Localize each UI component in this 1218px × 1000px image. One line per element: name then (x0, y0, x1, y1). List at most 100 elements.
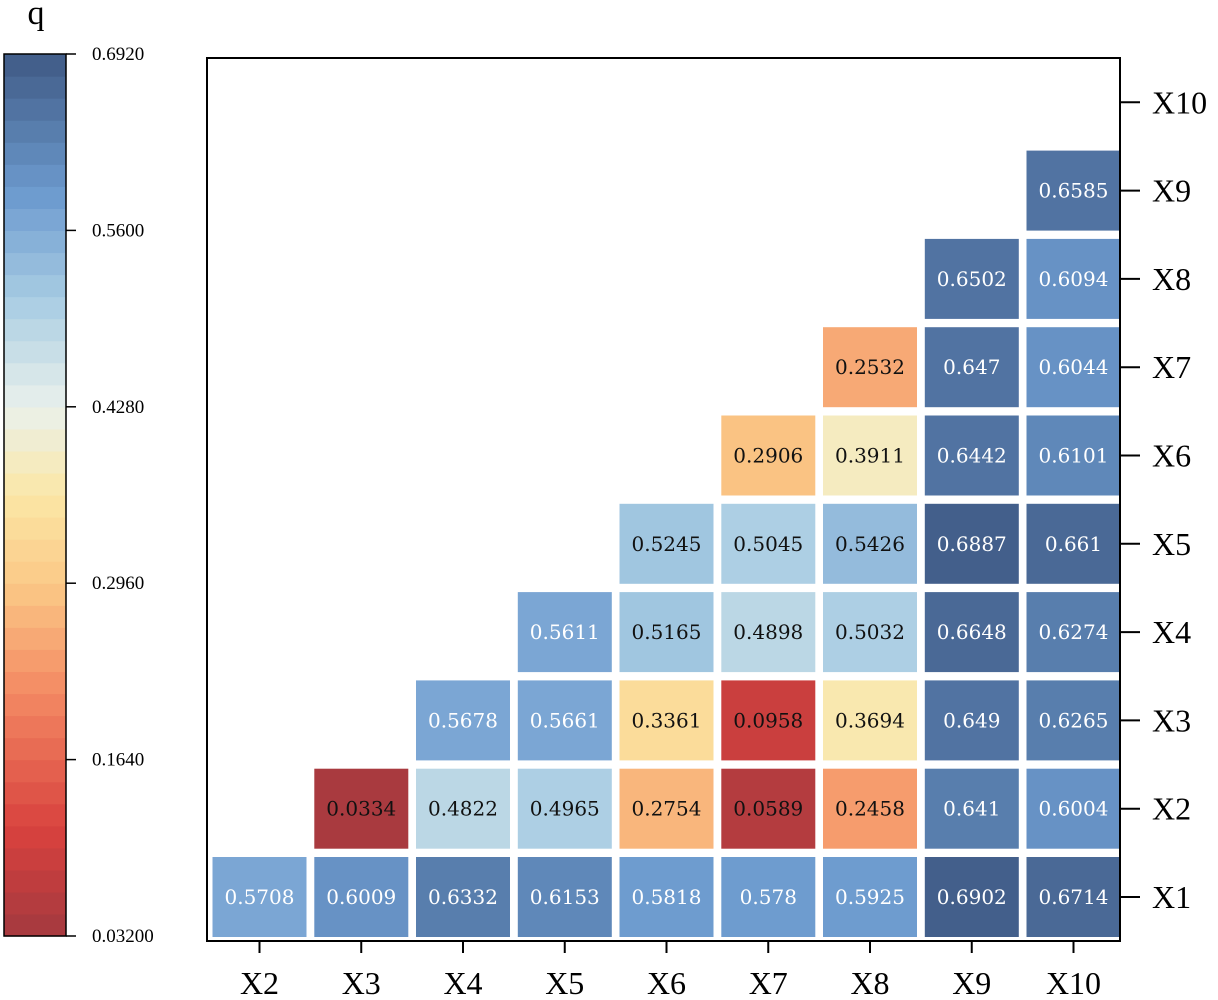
colorbar-segment (4, 472, 66, 496)
heatmap-cell (517, 768, 612, 849)
heatmap-cell (619, 592, 714, 673)
heatmap-cell (721, 592, 816, 673)
cell-value-label: 0.6044 (1039, 355, 1109, 379)
heatmap-cell (823, 592, 917, 673)
heatmap-cell (517, 592, 612, 673)
colorbar-segment (4, 296, 66, 320)
heatmap-cell (1026, 415, 1121, 496)
heatmap-cell (721, 680, 816, 761)
heatmap-cell (924, 238, 1019, 319)
colorbar-segment (4, 164, 66, 187)
heatmap-cell (416, 768, 510, 849)
heatmap-cell (1026, 503, 1121, 584)
heatmap-cell (721, 857, 816, 937)
cell-value-label: 0.5818 (632, 885, 702, 909)
heatmap-cell (314, 857, 409, 937)
colorbar-segment (4, 362, 66, 386)
heatmap-cell (823, 327, 917, 408)
y-tick-label: X8 (1152, 261, 1191, 297)
colorbar-segment (4, 340, 66, 364)
y-axis: X1 X2 X3 X4 X5 X6 X7 X8 X9 X10 (1120, 84, 1207, 915)
heatmap-cell (924, 768, 1019, 849)
colorbar-segment (4, 54, 66, 77)
heatmap-cell (416, 680, 510, 761)
colorbar-segment (4, 891, 66, 915)
cell-value-label: 0.5165 (632, 620, 702, 644)
y-tick-label: X9 (1152, 173, 1191, 209)
heatmap-cell (517, 857, 612, 937)
cell-value-label: 0.5426 (835, 532, 905, 556)
colorbar-segment (4, 428, 66, 452)
heatmap-cell (823, 768, 917, 849)
cell-value-label: 0.6274 (1039, 620, 1109, 644)
colorbar-segment (4, 230, 66, 254)
cell-value-label: 0.5925 (835, 885, 905, 909)
colorbar-frame (3, 53, 67, 937)
heatmap-cell (823, 680, 917, 761)
heatmap-cell (1026, 768, 1121, 849)
cell-value-label: 0.5708 (225, 885, 295, 909)
heatmap-cell (416, 857, 510, 937)
cell-value-label: 0.5032 (835, 620, 905, 644)
cell-value-label: 0.0958 (733, 708, 803, 732)
cell-value-label: 0.5678 (428, 708, 498, 732)
cell-value-label: 0.5045 (733, 532, 803, 556)
colorbar-segment (4, 76, 66, 99)
cell-value-label: 0.6585 (1039, 179, 1109, 203)
colorbar-segment (4, 186, 66, 209)
colorbar-tick-label: 0.2960 (92, 573, 144, 594)
heatmap-cell (619, 503, 714, 584)
cell-value-label: 0.578 (740, 885, 797, 909)
colorbar-segment (4, 539, 66, 562)
y-tick-label: X10 (1152, 84, 1207, 120)
x-tick-label: X9 (952, 965, 991, 1000)
colorbar-segment (4, 142, 66, 165)
colorbar-segment (4, 561, 66, 584)
cell-value-label: 0.6887 (937, 532, 1007, 556)
x-axis: X2 X3 X4 X5 X6 X7 X8 X9 X10 (240, 941, 1101, 1000)
colorbar-segment (4, 627, 66, 650)
colorbar-segment (4, 495, 66, 518)
heatmap-cell (721, 768, 816, 849)
colorbar-segment (4, 649, 66, 672)
cell-value-label: 0.3361 (632, 708, 702, 732)
heatmap-cells: 0.5708 0.6009 0.6332 0.6153 0.5818 0.578 0.592… (212, 150, 1121, 937)
y-tick-label: X3 (1152, 702, 1191, 738)
heatmap-cell (619, 857, 714, 937)
heatmap-cell (721, 415, 816, 496)
colorbar-tick-label: 0.6920 (92, 44, 144, 65)
cell-value-label: 0.3694 (835, 708, 905, 732)
cell-value-label: 0.2754 (632, 797, 702, 821)
heatmap-cell (314, 768, 409, 849)
x-tick-label: X6 (647, 965, 686, 1000)
cell-value-label: 0.5661 (530, 708, 600, 732)
heatmap-cell (924, 327, 1019, 408)
cell-value-label: 0.4822 (428, 797, 498, 821)
colorbar-segment (4, 517, 66, 540)
cell-value-label: 0.6004 (1039, 797, 1109, 821)
x-tick-label: X2 (240, 965, 279, 1000)
heatmap-cell (1026, 857, 1121, 937)
cell-value-label: 0.4898 (733, 620, 803, 644)
cell-value-label: 0.5245 (632, 532, 702, 556)
cell-value-label: 0.6153 (530, 885, 600, 909)
x-tick-label: X3 (342, 965, 381, 1000)
colorbar: 0.6920 0.5600 0.4280 0.2960 0.1640 0.03200 q (3, 0, 154, 947)
colorbar-tick-label: 0.1640 (92, 750, 144, 771)
cell-value-label: 0.0334 (326, 797, 396, 821)
colorbar-segment (4, 583, 66, 606)
colorbar-segment (4, 825, 66, 849)
cell-value-label: 0.0589 (733, 797, 803, 821)
colorbar-tick-label: 0.03200 (92, 926, 154, 947)
cell-value-label: 0.6648 (937, 620, 1007, 644)
colorbar-segment (4, 715, 66, 739)
colorbar-segment (4, 98, 66, 121)
colorbar-segment (4, 406, 66, 430)
heatmap-cell (619, 680, 714, 761)
colorbar-tick-label: 0.5600 (92, 220, 144, 241)
heatmap-cell (1026, 150, 1121, 231)
colorbar-segment (4, 450, 66, 474)
plot-frame (206, 57, 1121, 942)
heatmap-cell (924, 680, 1019, 761)
colorbar-title: q (28, 0, 45, 32)
